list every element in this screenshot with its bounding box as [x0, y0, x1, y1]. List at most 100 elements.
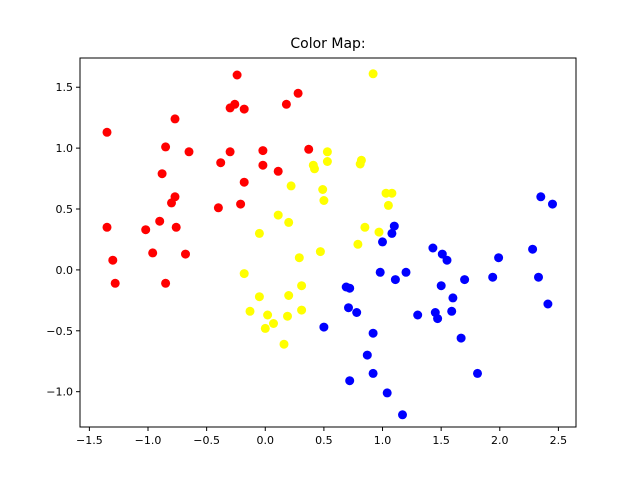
scatter-point-2-7 — [368, 328, 378, 338]
scatter-point-0-15 — [184, 147, 194, 157]
scatter-point-0-2 — [108, 255, 118, 265]
x-tick-label: 1.0 — [374, 434, 392, 447]
scatter-point-2-31 — [528, 244, 538, 254]
scatter-point-1-4 — [260, 323, 270, 333]
scatter-point-2-10 — [378, 237, 387, 247]
y-tick-label: −0.5 — [46, 325, 73, 338]
scatter-point-2-0 — [319, 322, 329, 332]
scatter-point-1-7 — [273, 210, 283, 220]
scatter-point-1-31 — [387, 188, 397, 198]
scatter-point-0-11 — [170, 192, 180, 202]
x-tick-label: −0.5 — [193, 434, 220, 447]
chart-title: Color Map: — [290, 36, 365, 52]
scatter-point-1-22 — [322, 147, 332, 157]
scatter-point-1-19 — [318, 185, 328, 194]
scatter-point-2-8 — [368, 368, 378, 378]
scatter-point-2-34 — [543, 299, 553, 309]
y-tick-label: 1.0 — [56, 142, 74, 155]
scatter-point-0-14 — [181, 249, 190, 259]
scatter-point-2-24 — [447, 306, 457, 316]
scatter-points — [102, 69, 557, 420]
scatter-point-0-25 — [258, 160, 268, 170]
scatter-point-2-5 — [352, 308, 362, 317]
scatter-point-2-35 — [548, 199, 557, 209]
scatter-point-1-12 — [286, 181, 296, 191]
scatter-point-0-3 — [110, 278, 120, 288]
scatter-point-0-27 — [273, 166, 283, 176]
scatter-point-2-14 — [390, 275, 400, 285]
y-tick-label: 1.5 — [56, 81, 74, 94]
scatter-point-2-25 — [448, 293, 458, 303]
scatter-point-1-0 — [239, 269, 249, 279]
scatter-point-0-17 — [216, 158, 226, 168]
scatter-point-0-24 — [239, 177, 249, 187]
scatter-point-1-30 — [383, 200, 393, 210]
scatter-point-2-9 — [375, 267, 385, 277]
scatter-point-1-10 — [284, 217, 294, 227]
scatter-point-1-26 — [360, 222, 370, 232]
scatter-point-0-16 — [213, 203, 223, 213]
x-tick-label: 2.5 — [550, 434, 568, 447]
scatter-point-2-26 — [456, 333, 466, 343]
scatter-point-0-5 — [148, 248, 158, 258]
scatter-point-1-28 — [374, 227, 384, 237]
x-tick-label: 1.5 — [432, 434, 450, 447]
scatter-point-0-19 — [225, 147, 235, 157]
y-tick-label: 0.5 — [56, 203, 74, 216]
scatter-point-2-17 — [413, 310, 423, 320]
scatter-point-2-29 — [488, 272, 498, 282]
scatter-point-1-8 — [279, 339, 289, 349]
scatter-point-1-20 — [319, 196, 329, 205]
scatter-point-1-18 — [315, 247, 325, 257]
scatter-point-1-11 — [284, 291, 294, 300]
scatter-point-1-25 — [356, 155, 366, 165]
scatter-point-1-9 — [283, 311, 292, 321]
x-tick-label: 2.0 — [491, 434, 509, 447]
scatter-point-0-20 — [230, 99, 240, 109]
y-axis: −1.0 −0.5 0.0 0.5 1.0 1.5 — [46, 81, 80, 399]
scatter-point-0-23 — [239, 104, 249, 114]
scatter-point-0-13 — [171, 222, 181, 232]
scatter-point-1-21 — [322, 157, 332, 166]
scatter-point-0-9 — [161, 278, 171, 288]
scatter-point-0-1 — [102, 222, 112, 232]
scatter-point-0-22 — [236, 199, 246, 209]
scatter-point-0-29 — [293, 88, 303, 98]
scatter-point-2-20 — [433, 314, 443, 324]
scatter-point-2-30 — [494, 253, 504, 263]
x-tick-label: 0.0 — [257, 434, 275, 447]
y-tick-label: −1.0 — [46, 386, 73, 399]
scatter-point-2-28 — [473, 368, 482, 378]
x-tick-label: −1.5 — [76, 434, 103, 447]
scatter-point-1-3 — [254, 292, 264, 302]
y-tick-label: 0.0 — [56, 264, 74, 277]
scatter-point-0-21 — [232, 70, 242, 80]
scatter-point-2-6 — [362, 350, 372, 360]
scatter-point-0-6 — [155, 216, 165, 226]
scatter-point-2-2 — [344, 303, 353, 313]
scatter-point-1-1 — [245, 306, 255, 316]
scatter-point-2-23 — [442, 255, 452, 265]
scatter-point-2-21 — [436, 281, 446, 291]
scatter-point-2-13 — [389, 221, 399, 231]
scatter-point-0-12 — [170, 114, 180, 124]
scatter-point-1-5 — [263, 310, 273, 320]
scatter-point-2-12 — [387, 228, 397, 238]
scatter-point-2-18 — [428, 243, 438, 253]
scatter-point-0-0 — [102, 127, 112, 137]
scatter-point-2-33 — [536, 192, 546, 202]
scatter-point-2-16 — [401, 267, 411, 277]
plot-frame — [79, 57, 577, 428]
x-tick-label: −1.0 — [135, 434, 162, 447]
scatter-point-0-30 — [304, 144, 314, 154]
scatter-point-1-15 — [297, 305, 307, 315]
scatter-point-0-8 — [161, 142, 171, 152]
scatter-point-1-17 — [310, 164, 319, 174]
x-tick-label: 0.5 — [315, 434, 333, 447]
scatter-point-0-26 — [258, 146, 268, 156]
scatter-point-2-32 — [534, 272, 543, 282]
scatter-point-2-11 — [382, 388, 392, 398]
scatter-point-1-13 — [294, 253, 304, 263]
scatter-point-1-2 — [254, 228, 264, 238]
